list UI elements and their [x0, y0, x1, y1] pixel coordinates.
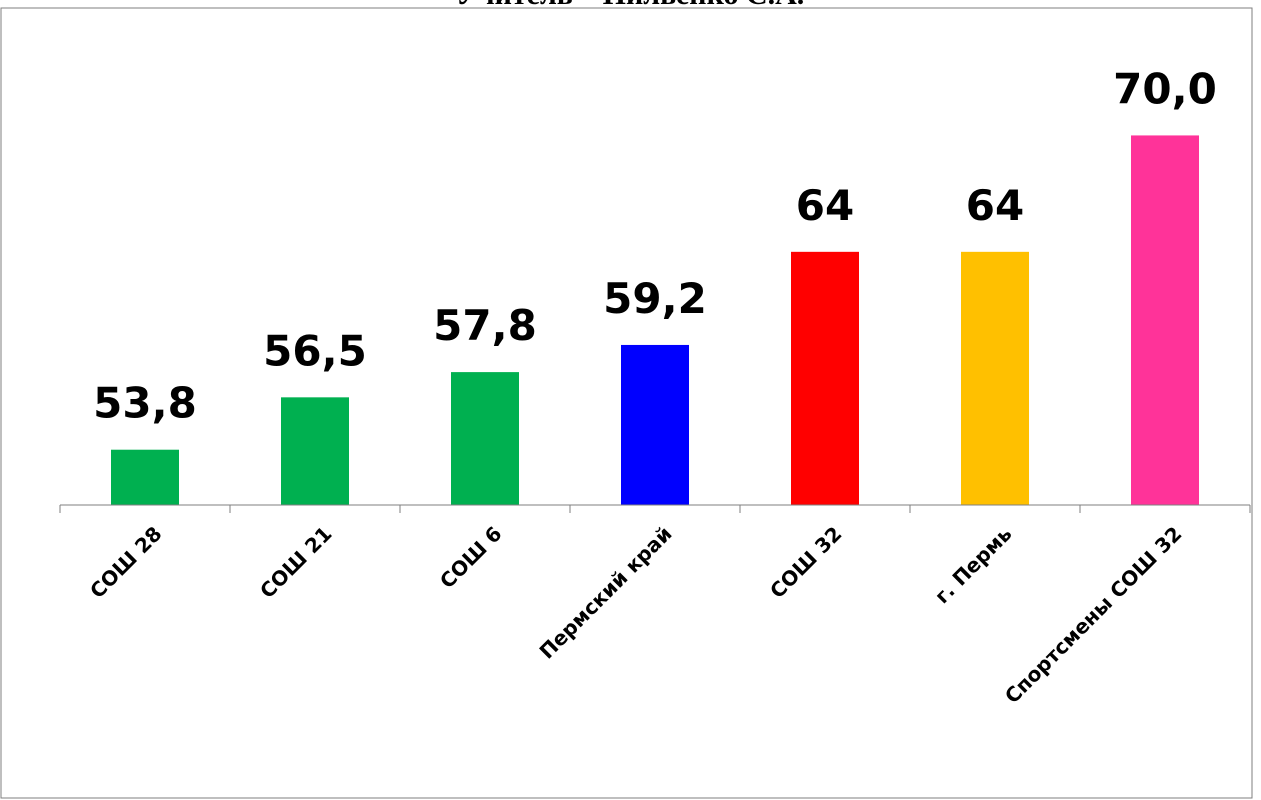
- category-label-3: СОШ 6: [435, 522, 507, 594]
- bar-6: [961, 251, 1029, 505]
- data-label-2: 56,5: [263, 326, 367, 375]
- data-label-1: 53,8: [93, 379, 197, 428]
- category-label-7: Спортсмены СОШ 32: [1000, 522, 1187, 709]
- data-label-7: 70,0: [1113, 64, 1217, 113]
- x-axis: [59, 504, 1251, 513]
- bar-3: [451, 372, 519, 505]
- bar-2: [281, 397, 349, 505]
- category-labels: СОШ 28 СОШ 21 СОШ 6 Пермский край СОШ 32 г. П…: [85, 522, 1186, 709]
- bar-4: [621, 344, 689, 505]
- value-labels: 53,8 56,5 57,8 59,2 64 64 70,0: [93, 64, 1217, 427]
- data-label-4: 59,2: [603, 274, 707, 323]
- category-label-4: Пермский край: [535, 522, 677, 664]
- category-label-2: СОШ 21: [255, 522, 336, 603]
- category-label-6: г. Пермь: [930, 522, 1017, 609]
- category-label-5: СОШ 32: [765, 522, 846, 603]
- chart-title: Учитель – Пильенко С.А.: [330, 0, 930, 12]
- bar-5: [791, 251, 859, 505]
- bar-7: [1131, 135, 1199, 505]
- data-label-5: 64: [796, 181, 854, 230]
- category-label-1: СОШ 28: [85, 522, 166, 603]
- chart-border: [0, 7, 1253, 799]
- bar-1: [111, 449, 179, 505]
- bars-group: [111, 135, 1199, 505]
- data-label-6: 64: [966, 181, 1024, 230]
- data-label-3: 57,8: [433, 301, 537, 350]
